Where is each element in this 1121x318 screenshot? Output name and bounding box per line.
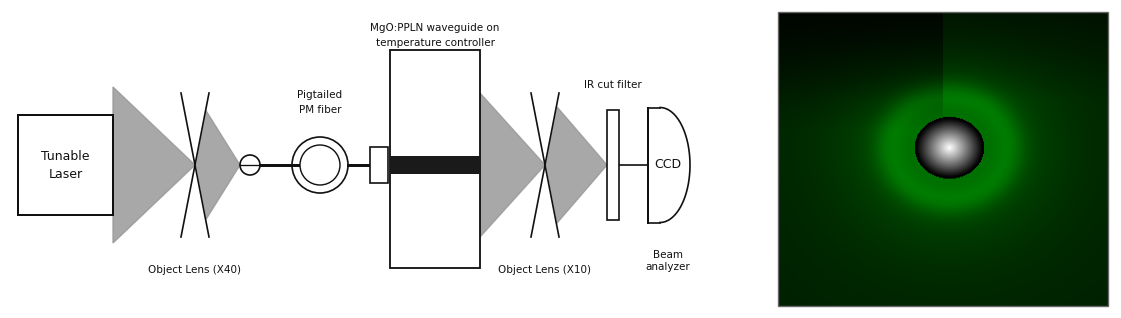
- Polygon shape: [113, 87, 195, 243]
- Polygon shape: [531, 93, 559, 237]
- Text: Beam
analyzer: Beam analyzer: [646, 250, 691, 272]
- Bar: [606, 110, 619, 220]
- Text: CCD: CCD: [655, 158, 682, 171]
- Text: Pigtailed: Pigtailed: [297, 90, 343, 100]
- Bar: [778, 12, 1108, 306]
- Text: PM fiber: PM fiber: [299, 105, 341, 115]
- Text: Laser: Laser: [48, 169, 83, 182]
- Polygon shape: [480, 93, 545, 237]
- Text: temperature controller: temperature controller: [376, 38, 494, 48]
- Text: Object Lens (X10): Object Lens (X10): [499, 265, 592, 275]
- Bar: [390, 156, 480, 174]
- Text: Object Lens (X40): Object Lens (X40): [148, 265, 241, 275]
- Bar: [370, 147, 388, 183]
- Text: MgO:PPLN waveguide on: MgO:PPLN waveguide on: [370, 23, 500, 33]
- Text: IR cut filter: IR cut filter: [584, 80, 642, 90]
- Bar: [390, 50, 480, 268]
- Text: Tunable: Tunable: [41, 150, 90, 163]
- Polygon shape: [545, 93, 606, 237]
- Polygon shape: [648, 107, 691, 223]
- Polygon shape: [195, 93, 240, 237]
- Polygon shape: [180, 93, 209, 237]
- Bar: [18, 115, 113, 215]
